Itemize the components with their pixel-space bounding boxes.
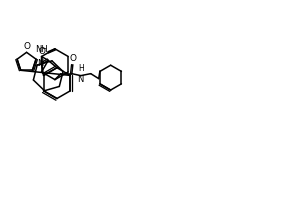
Text: N: N bbox=[37, 59, 43, 68]
Text: O: O bbox=[38, 47, 45, 56]
Text: N: N bbox=[78, 75, 84, 84]
Text: O: O bbox=[23, 42, 30, 51]
Text: O: O bbox=[69, 54, 76, 63]
Text: H: H bbox=[78, 64, 84, 73]
Text: NH: NH bbox=[35, 45, 47, 54]
